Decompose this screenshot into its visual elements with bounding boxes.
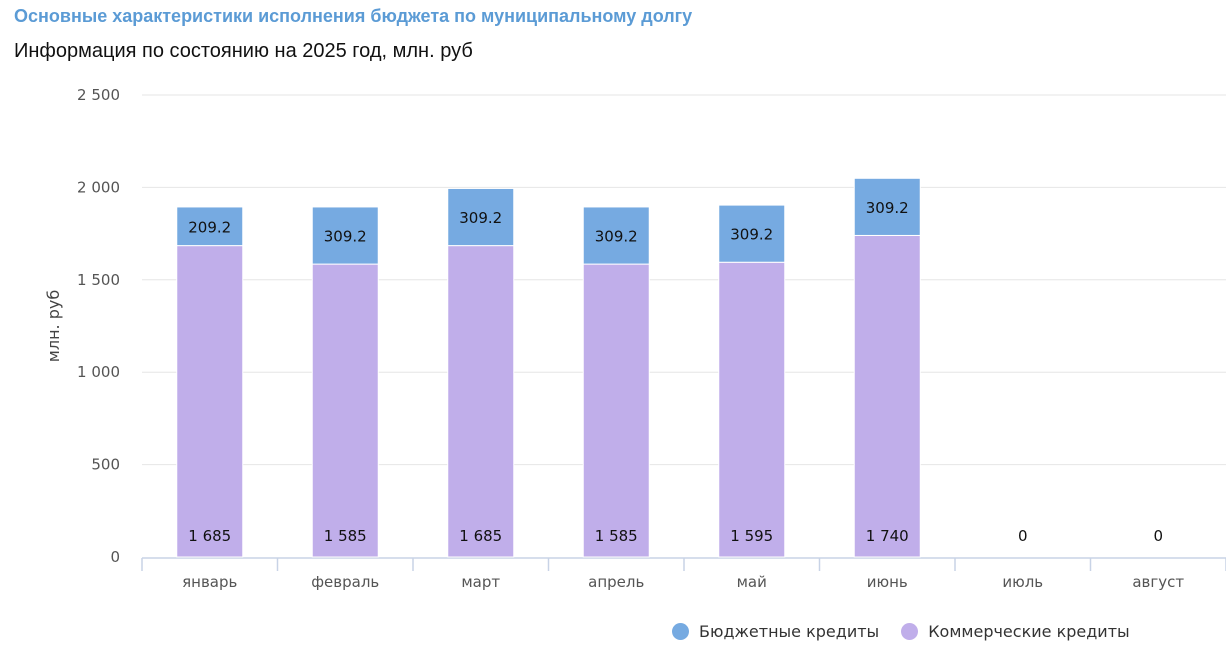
legend-label-budget: Бюджетные кредиты [699,622,880,641]
x-tick-label: март [461,573,500,591]
data-label-commercial: 1 585 [324,527,367,545]
data-label-budget: 309.2 [595,228,638,246]
data-label-commercial: 0 [1018,527,1028,545]
x-tick-label: июль [1002,573,1043,591]
data-label-budget: 309.2 [866,199,909,217]
data-label-budget: 309.2 [324,228,367,246]
y-tick-label: 500 [91,456,120,474]
bar-commercial-0 [176,245,244,558]
chart-subtitle: Информация по состоянию на 2025 год, млн… [14,40,473,62]
x-tick-label: июнь [867,573,908,591]
legend-item-budget-credits[interactable]: Бюджетные кредиты [672,622,879,641]
x-tick-label: февраль [311,573,379,591]
bar-budget-1 [311,206,379,265]
data-label-commercial: 1 585 [595,527,638,545]
bar-budget-3 [582,206,650,265]
y-tick-label: 2 500 [77,86,120,104]
data-label-budget: 209.2 [188,218,231,236]
legend-marker-budget [672,623,689,640]
x-tick-label: апрель [588,573,644,591]
x-tick-label: май [737,573,767,591]
legend-label-commercial: Коммерческие кредиты [928,622,1130,641]
chart-legend: Бюджетные кредиты Коммерческие кредиты [672,622,1130,641]
y-tick-label: 2 000 [77,178,120,196]
data-label-commercial: 1 685 [188,527,231,545]
x-tick-label: январь [182,573,237,591]
x-tick-label: август [1132,573,1184,591]
legend-item-commercial-credits[interactable]: Коммерческие кредиты [901,622,1130,641]
data-label-commercial: 1 685 [459,527,502,545]
y-tick-label: 0 [110,548,120,566]
bar-budget-2 [447,187,515,247]
data-label-commercial: 1 595 [730,527,773,545]
y-tick-label: 1 000 [77,363,120,381]
y-axis-title: млн. руб [44,290,63,362]
bar-commercial-4 [718,261,786,558]
bar-budget-4 [718,204,786,263]
bar-budget-0 [176,206,244,247]
bar-commercial-5 [853,234,921,558]
data-label-commercial: 0 [1153,527,1163,545]
data-label-commercial: 1 740 [866,527,909,545]
bar-commercial-2 [447,245,515,558]
data-label-budget: 309.2 [730,226,773,244]
chart-title: Основные характеристики исполнения бюдже… [14,6,693,26]
y-tick-label: 1 500 [77,271,120,289]
legend-marker-commercial [901,623,919,640]
bar-commercial-1 [311,263,379,558]
bar-budget-5 [853,177,921,236]
bar-commercial-3 [582,263,650,558]
data-label-budget: 309.2 [459,209,502,227]
